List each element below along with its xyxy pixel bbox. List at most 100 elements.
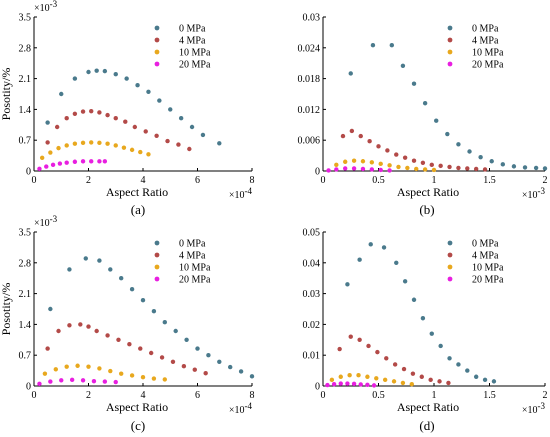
data-point — [338, 381, 343, 386]
data-point — [473, 374, 479, 379]
data-point — [173, 328, 178, 334]
legend-entry: 10 MPa — [179, 263, 211, 274]
chart-panel-1: 0 2 4 6 8 0 0.7 1.4 2.1 2.8 3.5×10-3 ×10-4 Aspect Ra… — [0, 0, 255, 217]
data-point — [467, 149, 472, 154]
data-point — [482, 167, 488, 172]
data-point — [45, 140, 50, 145]
data-point — [249, 374, 255, 379]
data-point — [489, 159, 494, 164]
legend-entry: 4 MPa — [472, 251, 499, 262]
legend-entry: 0 MPa — [472, 239, 499, 250]
x-tick-label: 0 — [32, 390, 37, 401]
data-point — [434, 118, 439, 123]
series-0-mpa — [345, 242, 497, 384]
series-10-mpa — [39, 140, 151, 160]
data-point — [402, 279, 408, 284]
series-20-mpa — [37, 377, 118, 386]
data-point — [375, 349, 380, 355]
data-point — [53, 367, 58, 372]
data-point — [381, 245, 387, 250]
data-point — [411, 297, 417, 302]
data-point — [343, 166, 348, 171]
data-point — [132, 124, 138, 130]
data-point — [438, 343, 443, 349]
data-point — [365, 382, 370, 387]
data-point — [157, 98, 162, 103]
data-point — [94, 68, 99, 73]
data-point — [331, 381, 337, 387]
x-multiplier-label: ×10-3 — [522, 186, 546, 201]
data-point — [89, 140, 94, 145]
data-point — [181, 364, 187, 369]
data-point — [402, 155, 408, 160]
legend-entry: 20 MPa — [472, 60, 504, 71]
data-point — [456, 362, 461, 367]
data-point — [394, 260, 399, 265]
series-4-mpa — [45, 108, 192, 152]
data-point — [64, 364, 69, 369]
legend-entry: 20 MPa — [472, 275, 504, 286]
legend-entry: 0 MPa — [472, 24, 499, 35]
series-20-mpa — [325, 381, 377, 388]
data-point — [522, 165, 528, 170]
data-point — [105, 333, 110, 338]
legend-marker — [154, 276, 160, 282]
panel-label: (b) — [419, 202, 434, 217]
data-point — [135, 83, 140, 88]
data-point — [376, 144, 381, 149]
chart-panel-2: 0 0.5 1 1.5 2 0 0.006 0.012 0.018 0.024 0.03 ×10-3 A… — [298, 13, 548, 218]
data-point — [116, 337, 121, 342]
data-point — [465, 166, 470, 171]
data-point — [371, 383, 377, 388]
data-point — [431, 167, 437, 173]
data-point — [419, 374, 424, 379]
data-point — [80, 159, 86, 164]
y-tick-label: 0 — [26, 167, 31, 178]
legend-marker — [447, 37, 453, 43]
data-point — [385, 148, 390, 153]
data-point — [325, 382, 330, 388]
data-point — [217, 141, 222, 146]
data-point — [72, 141, 78, 146]
data-point — [89, 159, 94, 164]
data-point — [102, 68, 108, 74]
y-tick-label: 0.03 — [303, 13, 321, 24]
data-point — [127, 342, 132, 347]
data-point — [45, 120, 50, 125]
data-point — [59, 378, 64, 383]
data-point — [94, 328, 99, 334]
legend-entry: 10 MPa — [472, 263, 504, 274]
data-point — [351, 166, 357, 171]
x-tick-label: 0 — [321, 175, 326, 186]
data-point — [154, 133, 159, 138]
data-point — [334, 167, 339, 172]
x-tick-label: 4 — [141, 390, 146, 401]
data-point — [39, 155, 45, 160]
x-axis-title: Aspect Ratio — [106, 185, 168, 199]
data-point — [357, 337, 362, 342]
data-point — [64, 116, 69, 121]
data-point — [345, 381, 350, 386]
y-tick-label: 1.4 — [19, 320, 32, 331]
y-tick-label: 0.018 — [298, 74, 321, 85]
data-point — [69, 377, 75, 383]
data-point — [37, 381, 42, 386]
data-point — [414, 166, 419, 172]
data-point — [358, 382, 363, 387]
data-point — [394, 152, 399, 157]
data-point — [159, 355, 165, 360]
x-axis-title: Aspect Ratio — [397, 185, 459, 199]
x-multiplier-label: ×10-4 — [229, 401, 253, 416]
legend-marker — [154, 264, 160, 270]
x-tick-label: 8 — [250, 175, 255, 186]
data-point — [113, 116, 118, 121]
data-point — [67, 267, 72, 272]
data-point — [238, 369, 244, 374]
data-point — [170, 359, 176, 364]
x-tick-label: 0 — [321, 390, 326, 401]
data-point — [456, 165, 461, 171]
y-tick-label: 0 — [315, 167, 320, 178]
data-point — [367, 139, 372, 144]
data-point — [378, 161, 383, 167]
